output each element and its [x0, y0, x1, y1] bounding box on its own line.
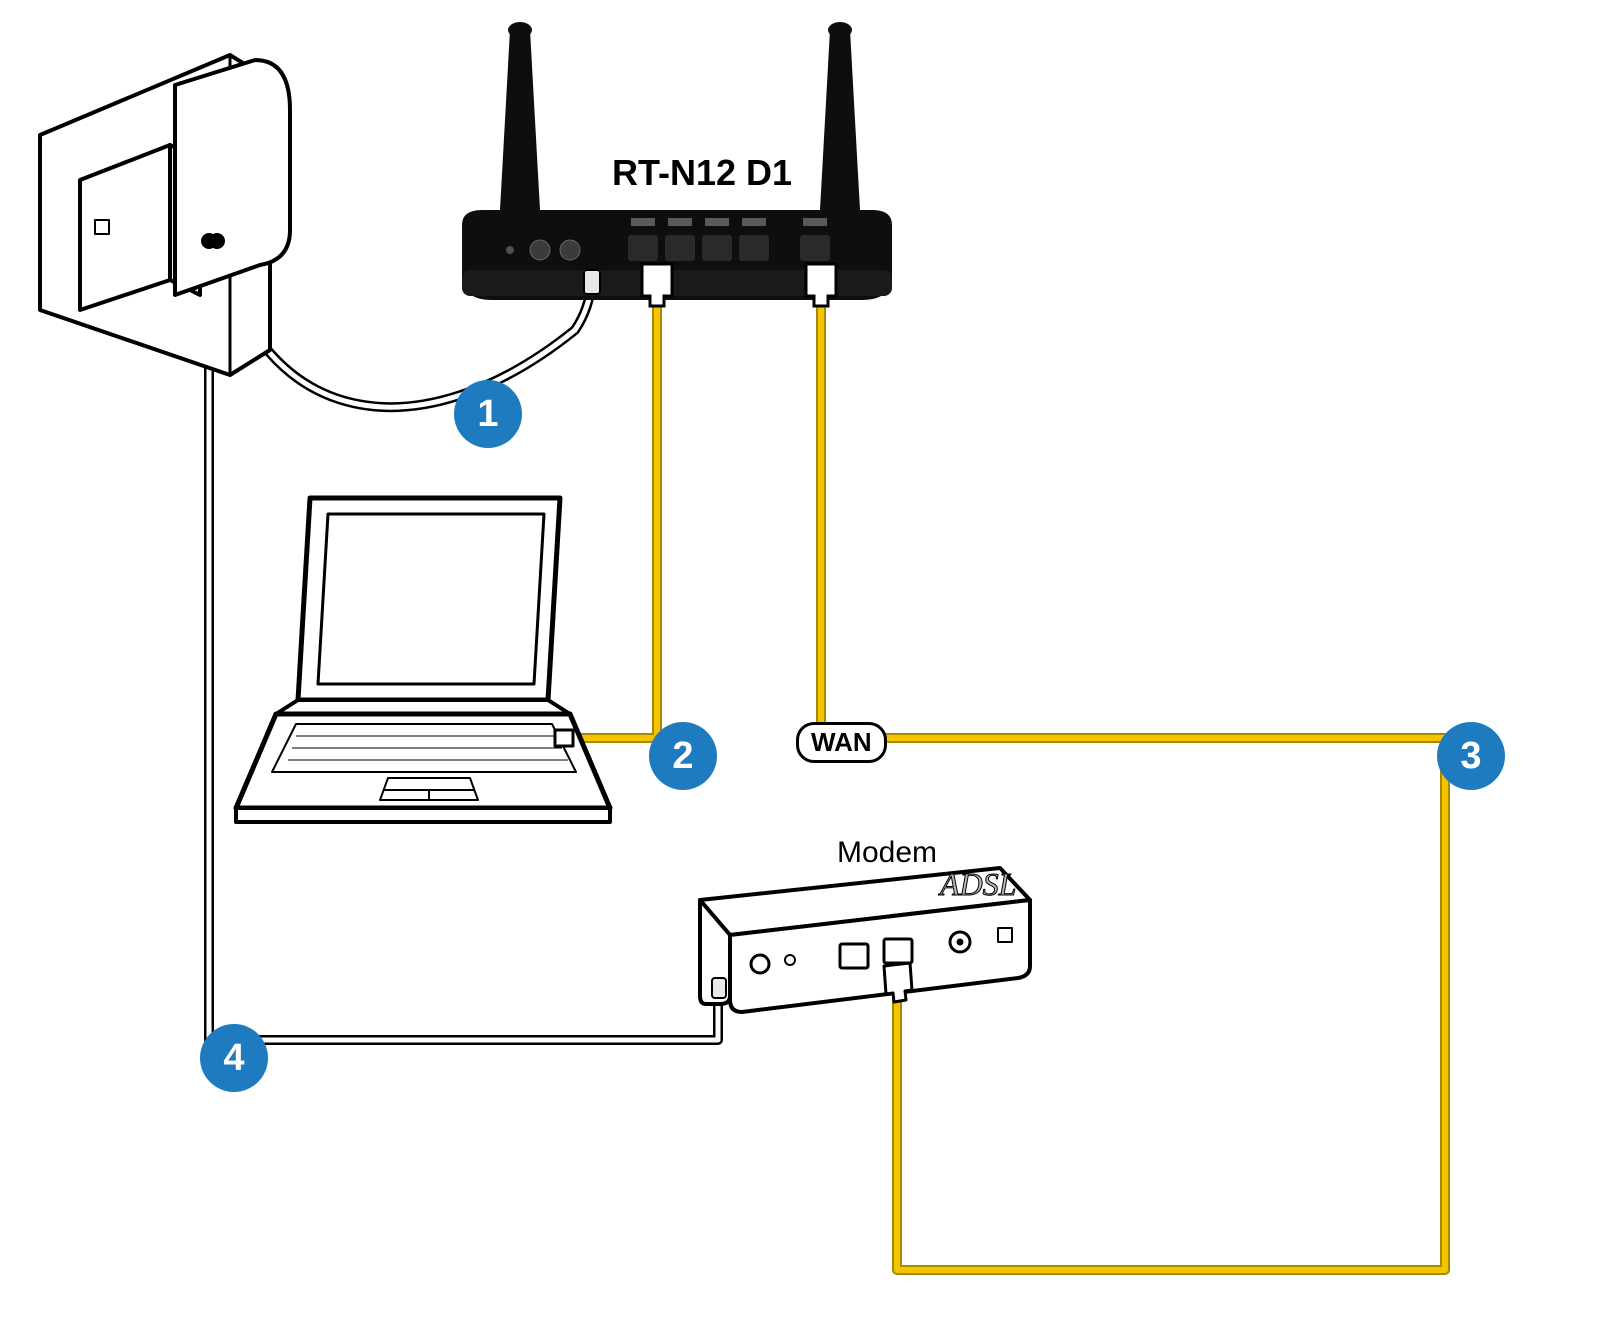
modem-power-plug — [712, 978, 726, 998]
laptop — [236, 498, 610, 822]
wan-label: WAN — [796, 722, 887, 763]
modem-adsl-text: ADSL — [938, 866, 1016, 902]
network-diagram: { "type": "network-wiring-diagram", "can… — [0, 0, 1600, 1323]
modem-eth-plug — [884, 963, 912, 1002]
step-badge-3: 3 — [1437, 722, 1505, 790]
modem-port-lan — [840, 944, 868, 968]
router-model-label: RT-N12 D1 — [612, 152, 792, 194]
step-badge-1: 1 — [454, 380, 522, 448]
step-badge-4: 4 — [200, 1024, 268, 1092]
modem-power-jack — [751, 955, 769, 973]
modem-label: Modem — [837, 836, 937, 870]
modem-port-line — [884, 939, 912, 963]
modem-reset — [785, 955, 795, 965]
modem: ADSL — [700, 866, 1030, 1012]
router-power-plug — [584, 270, 600, 294]
step-badge-2: 2 — [649, 722, 717, 790]
devices-layer: ADSL — [0, 0, 1600, 1323]
wall-outlet — [40, 55, 290, 375]
